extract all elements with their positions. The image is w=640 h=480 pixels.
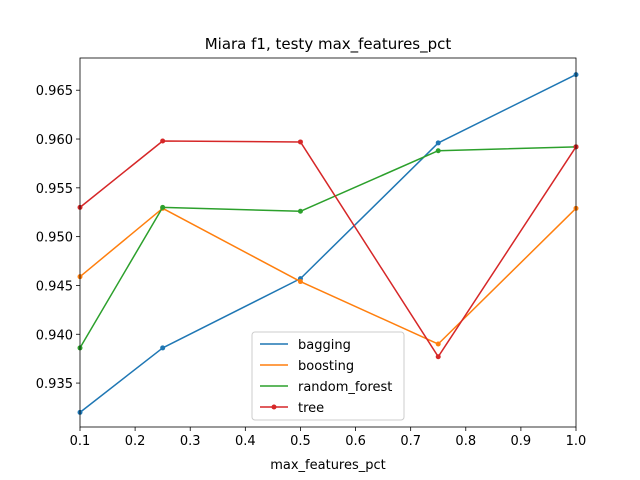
- y-tick-label: 0.965: [36, 84, 73, 99]
- legend-box: [251, 331, 405, 421]
- chart-title: Miara f1, testy max_features_pct: [205, 35, 452, 54]
- legend-label-bagging: bagging: [298, 338, 351, 353]
- data-point-random_forest: [160, 204, 166, 210]
- series-line-tree: [79, 140, 577, 358]
- data-point-bagging: [435, 140, 441, 146]
- data-point-tree: [297, 139, 303, 145]
- plot-area: 0.1 0.2 0.3 0.4 0.5 0.6 0.7 0.8 0.9 1.0 0.935 0.940…: [36, 57, 587, 449]
- y-tick-label: 0.955: [36, 182, 73, 197]
- x-tick-label: 0.2: [125, 434, 146, 449]
- x-tick-label: 0.6: [345, 434, 366, 449]
- legend-label-tree: tree: [298, 401, 324, 416]
- series-line-boosting: [79, 207, 577, 345]
- x-axis-label: max_features_pct: [270, 458, 386, 473]
- data-point-bagging: [160, 345, 166, 351]
- legend-marker-tree: [271, 404, 277, 410]
- x-tick-label: 0.3: [180, 434, 201, 449]
- data-point-random_forest: [435, 148, 441, 154]
- y-tick-label: 0.945: [36, 279, 73, 294]
- y-tick-label: 0.935: [36, 377, 73, 392]
- data-point-boosting: [435, 341, 441, 347]
- legend-label-random_forest: random_forest: [298, 380, 392, 395]
- x-tick-label: 0.5: [290, 434, 311, 449]
- x-tick-label: 0.1: [70, 434, 91, 449]
- plot-frame: [79, 57, 577, 428]
- x-tick-label: 1.0: [566, 434, 587, 449]
- y-tick-label: 0.950: [36, 231, 73, 246]
- x-tick-label: 0.9: [511, 434, 532, 449]
- data-point-random_forest: [297, 208, 303, 214]
- series-line-random_forest: [79, 146, 577, 349]
- data-point-tree: [160, 138, 166, 144]
- x-tick-label: 0.8: [455, 434, 476, 449]
- data-point-tree: [435, 354, 441, 360]
- x-tick-label: 0.7: [400, 434, 421, 449]
- y-tick-label: 0.940: [36, 328, 73, 343]
- data-point-boosting: [297, 279, 303, 285]
- x-tick-label: 0.4: [235, 434, 256, 449]
- y-tick-label: 0.960: [36, 133, 73, 148]
- legend-label-boosting: boosting: [298, 359, 354, 374]
